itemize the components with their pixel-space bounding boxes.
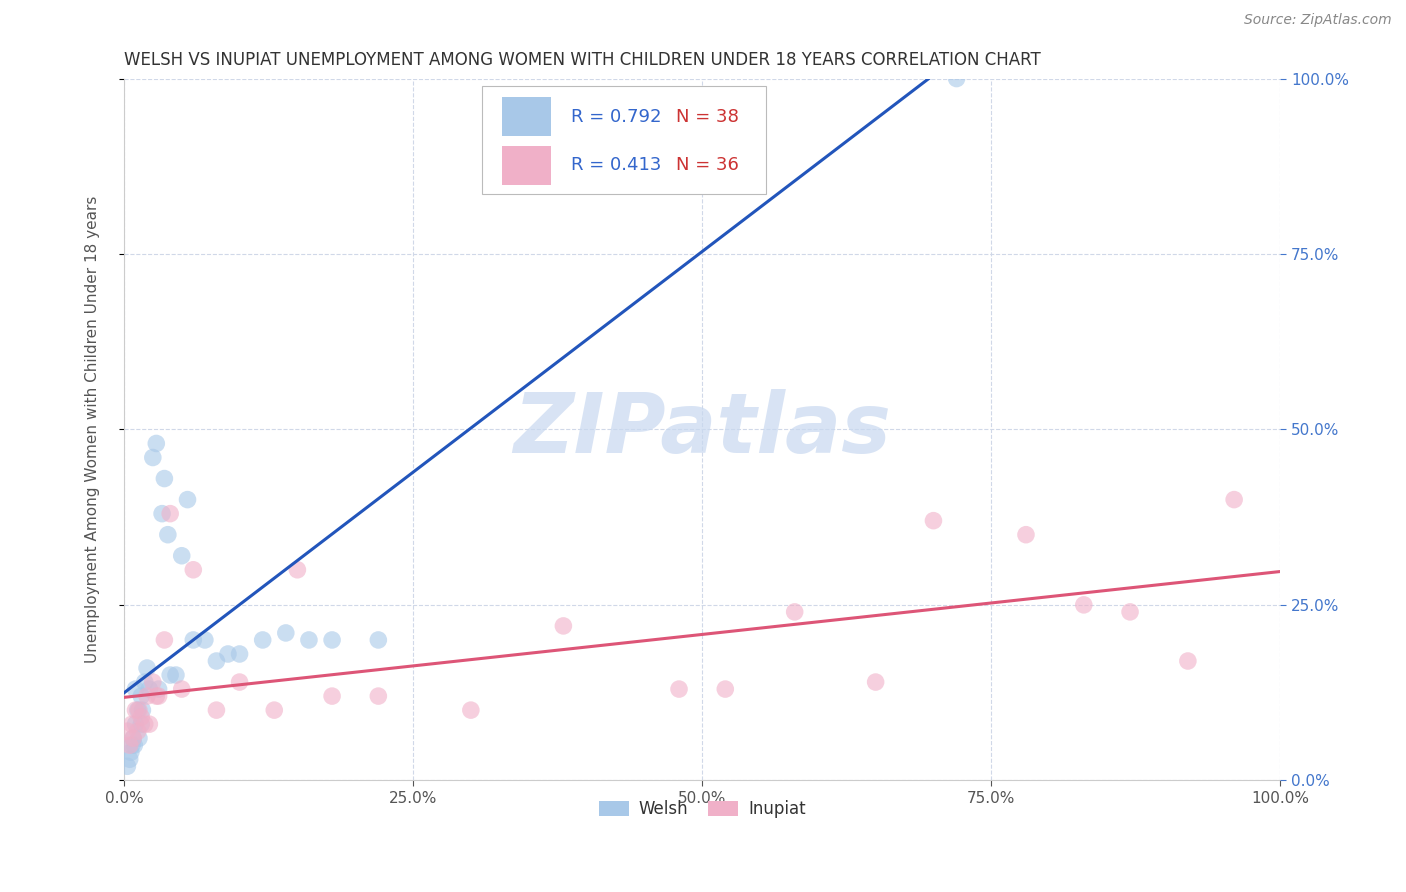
- Text: N = 36: N = 36: [675, 156, 738, 175]
- Text: N = 38: N = 38: [675, 108, 738, 126]
- Point: [134, 717, 156, 731]
- Text: R = 0.413: R = 0.413: [571, 156, 662, 175]
- Point: [176, 492, 198, 507]
- Point: [668, 682, 690, 697]
- Point: [150, 507, 173, 521]
- Point: [165, 668, 187, 682]
- Point: [263, 703, 285, 717]
- Point: [128, 731, 150, 746]
- Point: [121, 738, 143, 752]
- Point: [287, 563, 309, 577]
- Point: [181, 563, 204, 577]
- Point: [159, 507, 181, 521]
- Point: [134, 675, 156, 690]
- Point: [122, 731, 145, 746]
- Point: [228, 675, 250, 690]
- Point: [124, 717, 146, 731]
- FancyBboxPatch shape: [502, 146, 551, 185]
- Point: [945, 71, 967, 86]
- Point: [1015, 527, 1038, 541]
- Point: [714, 682, 737, 697]
- Point: [129, 717, 152, 731]
- Point: [153, 632, 176, 647]
- Point: [127, 703, 149, 717]
- Point: [1073, 598, 1095, 612]
- Point: [129, 689, 152, 703]
- Point: [145, 436, 167, 450]
- Point: [121, 717, 143, 731]
- Point: [138, 717, 160, 731]
- Point: [148, 689, 170, 703]
- Point: [118, 752, 141, 766]
- Point: [783, 605, 806, 619]
- Point: [148, 682, 170, 697]
- Point: [131, 703, 153, 717]
- Point: [668, 106, 690, 120]
- Point: [156, 527, 179, 541]
- Point: [145, 689, 167, 703]
- Y-axis label: Unemployment Among Women with Children Under 18 years: Unemployment Among Women with Children U…: [86, 195, 100, 663]
- Point: [124, 703, 146, 717]
- Point: [181, 632, 204, 647]
- Point: [367, 689, 389, 703]
- Point: [865, 675, 887, 690]
- Point: [170, 682, 193, 697]
- Point: [170, 549, 193, 563]
- Point: [129, 710, 152, 724]
- Point: [298, 632, 321, 647]
- Point: [127, 724, 149, 739]
- Point: [1177, 654, 1199, 668]
- Point: [117, 759, 139, 773]
- Point: [194, 632, 217, 647]
- Point: [142, 675, 165, 690]
- Point: [122, 731, 145, 746]
- Legend: Welsh, Inupiat: Welsh, Inupiat: [592, 793, 813, 824]
- Point: [228, 647, 250, 661]
- Text: WELSH VS INUPIAT UNEMPLOYMENT AMONG WOMEN WITH CHILDREN UNDER 18 YEARS CORRELATI: WELSH VS INUPIAT UNEMPLOYMENT AMONG WOME…: [124, 51, 1040, 69]
- Point: [153, 471, 176, 485]
- Text: Source: ZipAtlas.com: Source: ZipAtlas.com: [1244, 13, 1392, 28]
- Point: [117, 724, 139, 739]
- Text: R = 0.792: R = 0.792: [571, 108, 662, 126]
- Point: [124, 682, 146, 697]
- Point: [1119, 605, 1142, 619]
- FancyBboxPatch shape: [482, 86, 766, 194]
- Point: [205, 703, 228, 717]
- Point: [142, 450, 165, 465]
- Point: [922, 514, 945, 528]
- Point: [118, 738, 141, 752]
- Point: [159, 668, 181, 682]
- FancyBboxPatch shape: [502, 97, 551, 136]
- Point: [252, 632, 274, 647]
- Point: [128, 703, 150, 717]
- Point: [553, 619, 575, 633]
- Text: ZIPatlas: ZIPatlas: [513, 389, 891, 470]
- Point: [138, 682, 160, 697]
- Point: [136, 689, 159, 703]
- Point: [321, 632, 343, 647]
- Point: [136, 661, 159, 675]
- Point: [367, 632, 389, 647]
- Point: [120, 745, 142, 759]
- Point: [205, 654, 228, 668]
- Point: [217, 647, 239, 661]
- Point: [321, 689, 343, 703]
- Point: [460, 703, 482, 717]
- Point: [124, 738, 146, 752]
- Point: [274, 626, 297, 640]
- Point: [1223, 492, 1246, 507]
